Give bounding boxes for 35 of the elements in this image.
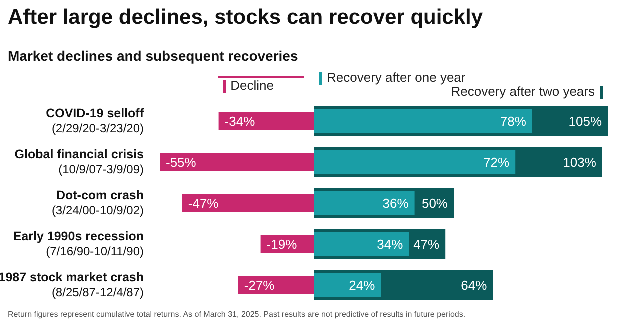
data-label: 64%	[461, 278, 488, 293]
bar	[314, 191, 415, 215]
y-tick-label: COVID-19 selloff (2/29/20-3/23/20)	[46, 106, 145, 136]
y-tick-label: Dot-com crash (3/24/00-10/9/02)	[52, 188, 144, 218]
data-label: 24%	[349, 278, 376, 293]
y-tick-label: 1987 stock market crash (8/25/87-12/4/87)	[0, 270, 144, 300]
bar	[238, 276, 314, 294]
data-label: -19%	[266, 237, 298, 252]
data-label: 50%	[422, 196, 448, 211]
data-label: 78%	[500, 114, 527, 129]
bar	[182, 194, 314, 212]
bar	[314, 273, 382, 297]
data-label: -47%	[188, 196, 220, 211]
y-tick-label: Global financial crisis (10/9/07-3/9/09)	[14, 148, 144, 176]
bar	[314, 109, 532, 133]
data-label: -34%	[224, 114, 256, 129]
data-label: -55%	[166, 155, 197, 170]
data-label: 36%	[382, 196, 410, 211]
bar	[218, 112, 314, 130]
y-tick-label: Early 1990s recession (7/16/90-10/11/90)	[13, 230, 144, 258]
text: Return figures represent cumulative total returns. As of March 31, 2025. Past results are not predictive of results in future periods.	[8, 310, 466, 319]
legend-label: Decline	[218, 76, 304, 93]
data-label: 72%	[484, 155, 510, 170]
bar	[314, 150, 516, 174]
data-label: -27%	[244, 278, 276, 293]
data-label: 34%	[377, 237, 404, 252]
bar	[160, 153, 314, 171]
legend-label: Recovery after one year	[326, 70, 466, 85]
data-label: 47%	[414, 237, 440, 252]
data-label: 105%	[568, 114, 602, 129]
chart-title: After large declines, stocks can recover quickly	[8, 6, 484, 30]
bar	[314, 232, 410, 256]
series-label: Recovery after two years	[451, 84, 596, 99]
data-label: 103%	[563, 155, 597, 170]
chart-subtitle: Market declines and subsequent recoveries	[8, 48, 298, 64]
